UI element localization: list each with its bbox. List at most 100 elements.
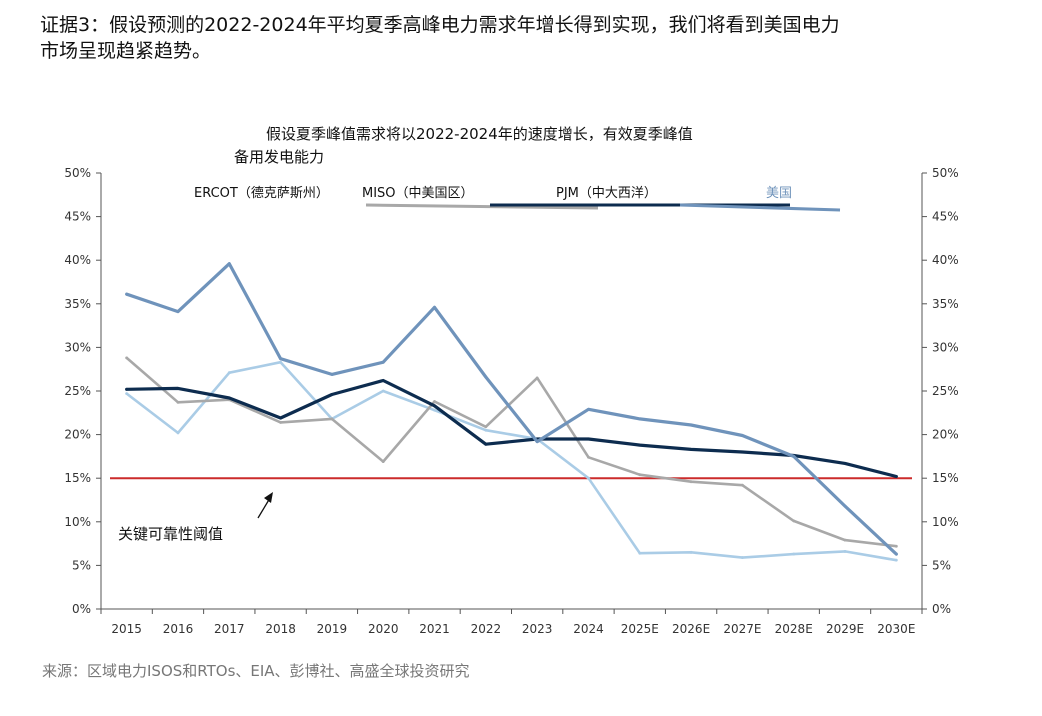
series-line-2	[125, 378, 898, 479]
threshold-annotation: 关键可靠性阈值	[114, 492, 308, 546]
annotation-arrow-shaft	[257, 497, 271, 519]
series-1-point	[689, 480, 693, 484]
series-3-point	[176, 310, 180, 314]
y-tick-label-left: 10%	[64, 515, 91, 529]
y-tick-label-right: 25%	[932, 384, 959, 398]
x-tick-label: 2023	[522, 622, 553, 636]
series-0-point	[484, 428, 488, 432]
series-3-point	[894, 552, 898, 556]
x-tick-label: 2027E	[723, 622, 761, 636]
legend: ERCOT（德克萨斯州） MISO（中美国区） PJM（中大西洋） 美国	[194, 186, 841, 212]
series-2-point	[689, 448, 693, 451]
series-2-point	[433, 404, 436, 408]
series-3-point	[638, 417, 642, 421]
x-tick-label: 2015	[111, 622, 142, 636]
series-2-point	[843, 461, 847, 465]
chart-title-line-2: 备用发电能力	[234, 148, 324, 166]
y-tick-label-right: 30%	[932, 340, 959, 354]
series-2-point	[894, 475, 898, 478]
legend-label-3: 美国	[766, 186, 792, 201]
x-tick-label: 2018	[265, 622, 296, 636]
series-lines	[125, 262, 898, 562]
series-3-point	[843, 504, 847, 508]
axes: 0% 0% 5% 5% 10% 10% 15% 15% 20% 20% 25% 25% 30% 30% 35…	[64, 166, 958, 636]
annotation-box	[114, 518, 308, 546]
series-3-point	[741, 434, 744, 437]
series-3-point	[587, 407, 590, 411]
series-1-point	[843, 538, 847, 542]
series-3-point	[484, 375, 488, 379]
series-2-point	[381, 379, 385, 382]
series-1-point	[638, 473, 642, 477]
x-tick-label: 2026E	[672, 622, 710, 636]
y-tick-label-right: 20%	[932, 428, 959, 442]
series-0-point	[741, 556, 744, 559]
series-1-point	[894, 544, 898, 548]
series-3-point	[330, 373, 334, 376]
series-0-point	[843, 550, 847, 553]
series-2-point	[176, 386, 180, 390]
y-tick-label-left: 30%	[64, 340, 91, 354]
series-3-point	[792, 455, 796, 458]
series-2-point	[741, 450, 744, 454]
y-tick-label-left: 25%	[64, 384, 91, 398]
series-1-point	[535, 376, 539, 380]
series-1-point	[741, 483, 744, 487]
y-tick-label-right: 10%	[932, 515, 959, 529]
series-3-point	[381, 360, 385, 364]
x-tick-label: 2024	[573, 622, 604, 636]
series-0-point	[176, 431, 180, 435]
series-0-point	[381, 389, 385, 393]
y-tick-label-left: 0%	[72, 602, 91, 616]
x-tick-label: 2030E	[877, 622, 915, 636]
series-0-point	[587, 476, 590, 480]
page-heading: 证据3：假设预测的2022-2024年平均夏季高峰电力需求年增长得到实现，我们将…	[40, 12, 1000, 64]
series-2-point	[330, 393, 334, 396]
x-tick-label: 2028E	[775, 622, 813, 636]
y-tick-label-right: 45%	[932, 210, 959, 224]
series-1-point	[125, 356, 129, 360]
x-tick-label: 2029E	[826, 622, 864, 636]
y-tick-label-left: 40%	[64, 253, 91, 267]
legend-swatch-3	[679, 203, 841, 212]
y-tick-label-right: 50%	[932, 166, 959, 180]
annotation-label: 关键可靠性阈值	[118, 525, 223, 543]
series-2-point	[125, 387, 129, 391]
series-0-point	[227, 371, 231, 375]
heading-line-1: 证据3：假设预测的2022-2024年平均夏季高峰电力需求年增长得到实现，我们将…	[40, 14, 840, 36]
series-0-point	[638, 551, 642, 555]
series-1-point	[587, 455, 590, 459]
series-line-1	[125, 356, 898, 548]
annotation-arrow-head	[264, 492, 273, 503]
series-3-point	[433, 305, 436, 309]
series-1-point	[792, 519, 796, 523]
legend-label-0: ERCOT（德克萨斯州）	[194, 186, 329, 201]
series-0-point	[689, 550, 693, 554]
series-3-point	[125, 292, 129, 296]
y-tick-label-right: 5%	[932, 558, 951, 572]
x-tick-label: 2022	[471, 622, 502, 636]
legend-label-2: PJM（中大西洋）	[556, 186, 657, 201]
x-tick-label: 2017	[214, 622, 245, 636]
chart-title-line-1: 假设夏季峰值需求将以2022-2024年的速度增长，有效夏季峰值	[266, 125, 693, 143]
series-0-point	[279, 360, 282, 364]
x-tick-label: 2021	[419, 622, 450, 636]
series-line-0	[125, 360, 898, 562]
series-1-point	[433, 400, 436, 403]
series-line-3	[125, 262, 898, 556]
x-tick-label: 2019	[317, 622, 348, 636]
series-3-point	[227, 262, 231, 266]
series-1-point	[279, 420, 282, 424]
series-1-point	[484, 425, 488, 429]
y-tick-label-left: 35%	[64, 297, 91, 311]
series-1-point	[176, 400, 180, 404]
series-2-point	[587, 437, 590, 441]
y-tick-label-left: 15%	[64, 471, 91, 485]
series-3-point	[535, 440, 539, 443]
series-1-point	[330, 417, 334, 421]
y-tick-label-right: 40%	[932, 253, 959, 267]
series-0-point	[792, 552, 796, 556]
y-tick-label-left: 5%	[72, 558, 91, 572]
series-2-point	[484, 442, 488, 446]
series-2-point	[279, 416, 282, 420]
